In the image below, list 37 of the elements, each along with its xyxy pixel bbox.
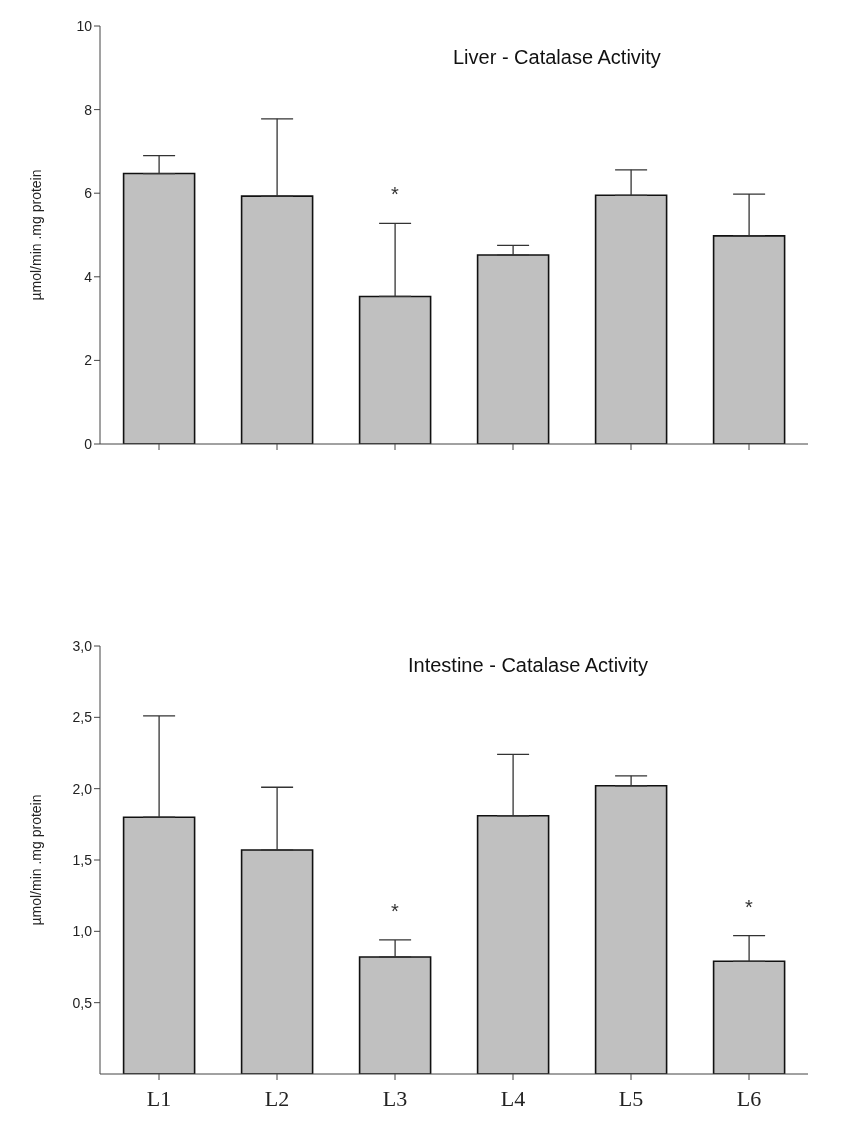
- y-tick-label: 10: [76, 17, 93, 34]
- bar: [240, 849, 314, 1074]
- bar: [476, 254, 550, 444]
- y-tick-label: 0: [84, 435, 93, 452]
- bar: [712, 960, 786, 1074]
- annotation: *: [391, 183, 400, 206]
- text: Liver - Catalase Activity: [453, 46, 661, 69]
- x-tick-label: L1: [146, 1085, 172, 1111]
- y-tick-label: 6: [84, 185, 93, 202]
- x-tick-label: L5: [618, 1085, 644, 1111]
- x-tick-label: L3: [382, 1085, 408, 1111]
- bar: [594, 785, 668, 1074]
- y-tick-label: 2,5: [72, 709, 93, 726]
- y-axis-title: µmol/min .mg protein: [27, 794, 44, 926]
- y-tick-label: 0,5: [72, 994, 93, 1011]
- y-tick-label: 4: [84, 268, 93, 285]
- bar: [358, 295, 432, 444]
- y-tick-label: 8: [84, 101, 93, 118]
- bar: [594, 194, 668, 444]
- y-tick-label: 2,0: [72, 780, 93, 797]
- y-tick-label: 1,0: [72, 923, 93, 940]
- x-tick-label: L6: [736, 1085, 762, 1111]
- y-tick-label: 1,5: [72, 851, 93, 868]
- y-axis-title: µmol/min .mg protein: [27, 169, 44, 301]
- bar: [240, 195, 314, 444]
- bar: [476, 814, 550, 1074]
- y-tick-label: 3,0: [72, 637, 93, 654]
- bar: [122, 816, 196, 1074]
- y-tick-label: 2: [84, 352, 93, 369]
- bar: [712, 235, 786, 444]
- x-tick-label: L4: [500, 1085, 526, 1111]
- annotation: *: [745, 895, 754, 918]
- x-tick-label: L2: [264, 1085, 290, 1111]
- annotation: *: [391, 899, 400, 922]
- chart-title: Intestine - Catalase Activity: [408, 654, 649, 677]
- bar: [122, 172, 196, 444]
- bar: [358, 956, 432, 1074]
